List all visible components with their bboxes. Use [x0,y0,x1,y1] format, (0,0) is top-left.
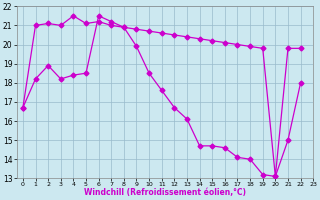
X-axis label: Windchill (Refroidissement éolien,°C): Windchill (Refroidissement éolien,°C) [84,188,246,197]
